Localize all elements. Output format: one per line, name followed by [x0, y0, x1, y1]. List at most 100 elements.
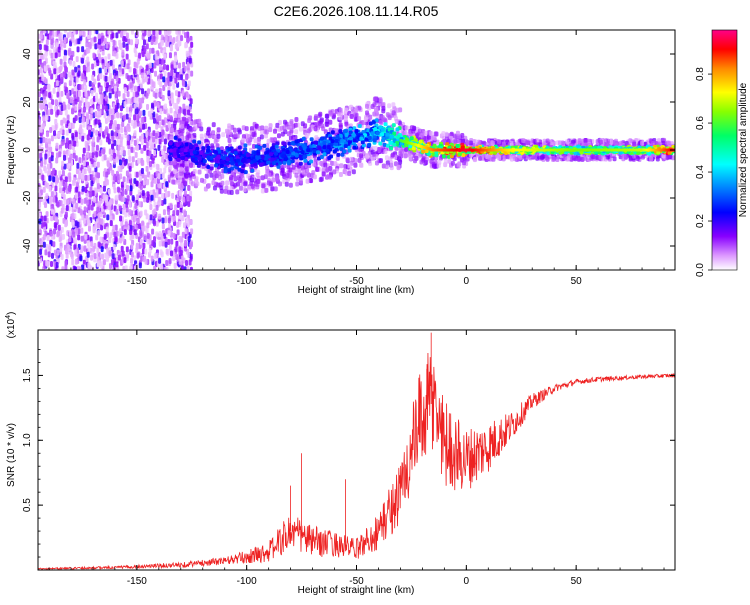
spectrogram-cell	[263, 133, 268, 139]
spectrogram-cell	[142, 39, 146, 46]
spectrogram-cell	[178, 258, 182, 265]
spectrogram-cell	[169, 44, 173, 51]
spectrogram-cell	[148, 36, 152, 43]
spectrogram-cell	[430, 134, 435, 140]
spectrogram-cell	[233, 175, 238, 181]
spectrogram-cell	[38, 212, 42, 219]
spectrogram-cell	[111, 143, 115, 150]
spectrogram-cell	[404, 125, 409, 131]
spectrogram-cell	[131, 156, 135, 163]
spectrogram-cell	[521, 138, 526, 144]
spectrogram-cell	[170, 250, 174, 257]
spectrogram-cell	[120, 60, 124, 67]
spectrogram-cell	[105, 194, 109, 201]
spectrogram-cell	[260, 175, 265, 181]
spectrogram-cell	[146, 52, 150, 59]
spectrogram-cell	[170, 92, 174, 99]
spectrogram-cell	[571, 155, 576, 161]
spectrogram-cell	[66, 93, 70, 100]
spectrogram-cell	[191, 120, 196, 126]
spectrogram-cell	[158, 257, 162, 264]
spectrogram-cell	[53, 68, 57, 75]
spectrogram-cell	[283, 129, 288, 135]
spectrogram-cell	[115, 75, 119, 82]
spectrogram-cell	[116, 150, 120, 157]
spectrogram-cell	[55, 80, 59, 87]
spectrogram-cell	[353, 162, 358, 168]
spectrogram-cell	[135, 38, 139, 45]
spectrogram-cell	[166, 64, 170, 71]
spectrogram-cell	[120, 181, 124, 188]
spectrogram-cell	[165, 260, 169, 267]
spectrogram-cell	[186, 61, 190, 68]
spectrogram-cell	[133, 255, 137, 262]
spectrogram-cell	[288, 182, 293, 188]
spectrogram-cell	[306, 128, 311, 134]
spectrogram-cell	[102, 194, 106, 201]
spectrogram-cell	[249, 126, 254, 132]
spectrogram-cell	[91, 146, 95, 153]
spectrogram-cell	[598, 154, 603, 160]
spectrogram-cell	[246, 173, 251, 179]
spectrogram-cell	[64, 49, 68, 56]
spectrogram-cell	[43, 158, 47, 165]
spectrogram-cell	[44, 249, 48, 256]
spectrogram-cell	[175, 30, 179, 35]
spectrogram-cell	[84, 140, 88, 147]
spectrogram-cell	[64, 264, 68, 270]
spectrogram-cell	[178, 190, 182, 197]
spectrogram-cell	[64, 65, 68, 72]
spectrogram-cell	[107, 53, 111, 60]
spectrogram-cell	[129, 82, 133, 89]
spectrogram-cell	[265, 169, 270, 175]
spectrogram-cell	[122, 196, 126, 203]
spectrogram-cell	[103, 66, 107, 73]
spectrogram-cell	[99, 127, 103, 134]
spectrogram-cell	[195, 181, 200, 187]
spectrogram-cell	[127, 139, 131, 146]
spectrogram-cell	[38, 60, 41, 67]
spectrogram-cell	[156, 177, 160, 184]
spectrogram-cell	[170, 238, 174, 245]
spectrogram-cell	[189, 127, 194, 133]
spectrogram-cell	[111, 169, 115, 176]
spectrogram-cell	[126, 91, 130, 98]
spectrogram-cell	[294, 116, 299, 122]
spectrogram-cell	[324, 121, 329, 127]
spectrogram-cell	[90, 254, 94, 261]
spectrogram-cell	[151, 240, 155, 247]
spectrogram-cell	[58, 181, 62, 188]
spectrogram-cell	[41, 75, 45, 82]
spectrogram-cell	[158, 213, 162, 220]
spectrogram-cell	[172, 168, 177, 174]
spectrogram-cell	[358, 162, 363, 168]
spectrogram-cell	[158, 240, 162, 247]
spectrogram-cell	[131, 195, 135, 202]
spectrogram-cell	[99, 73, 103, 80]
spectrogram-cell	[145, 165, 149, 172]
spectrogram-cell	[238, 185, 243, 191]
spectrogram-cell	[86, 151, 90, 158]
spectrogram-cell	[132, 91, 136, 98]
spectrogram-cell	[105, 178, 109, 185]
spectrogram-cell	[86, 61, 90, 68]
spectrogram-cell	[47, 109, 51, 116]
spectrogram-cell	[220, 173, 225, 179]
spectrogram-cell	[271, 177, 276, 183]
spectrogram-cell	[74, 66, 78, 73]
spectrogram-cell	[63, 55, 67, 62]
spectrogram-cell	[112, 174, 116, 181]
spectrogram-cell	[387, 103, 392, 109]
spectrogram-cell	[138, 52, 142, 59]
spectrogram-cell	[163, 232, 167, 239]
spectrogram-cell	[391, 102, 396, 108]
spectrogram-cell	[112, 103, 116, 110]
spectrogram-cell	[95, 129, 99, 136]
spectrogram-cell	[263, 174, 268, 180]
spectrogram-cell	[453, 139, 458, 145]
spectrogram-cell	[40, 104, 44, 111]
spectrogram-cell	[93, 253, 97, 260]
spectrogram-cell	[460, 138, 465, 144]
spectrogram-cell	[123, 229, 127, 236]
spectrogram-cell	[100, 218, 104, 225]
